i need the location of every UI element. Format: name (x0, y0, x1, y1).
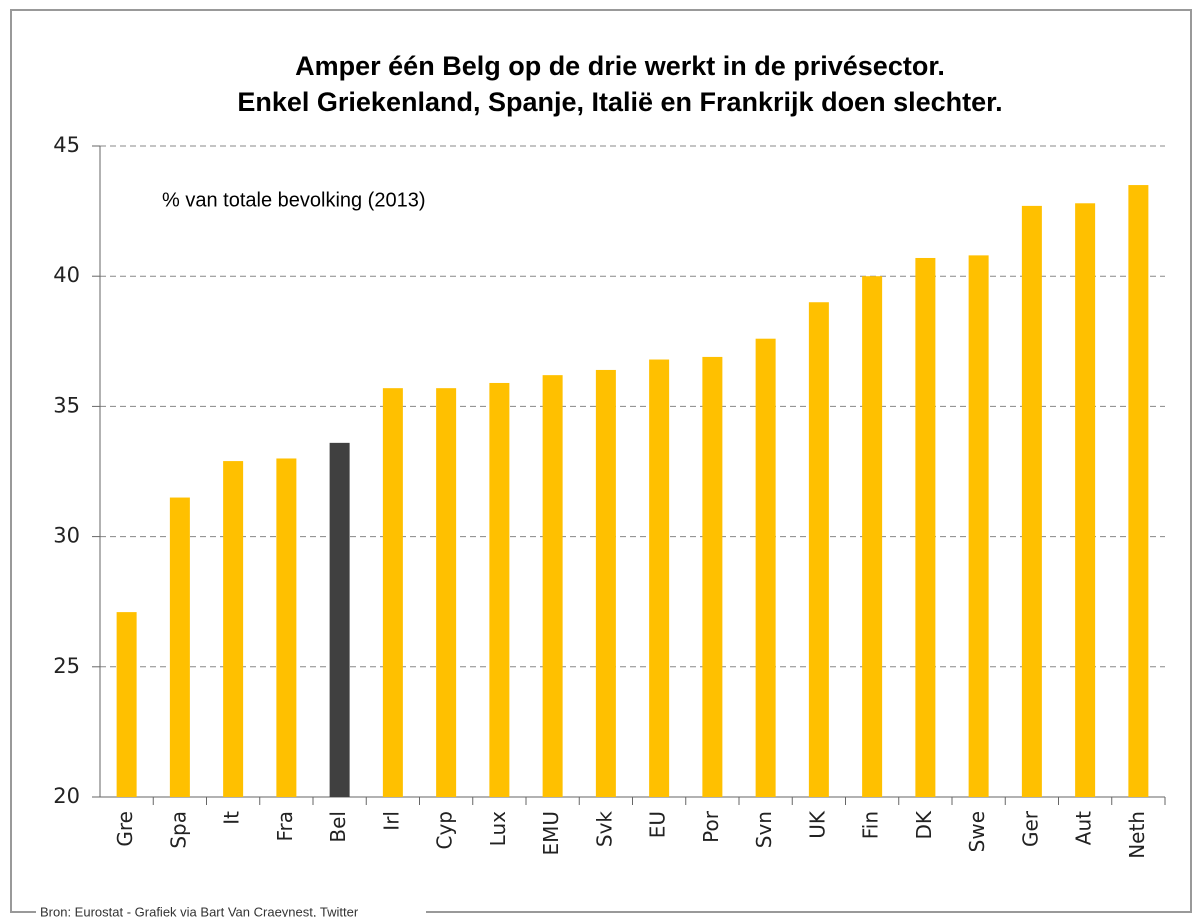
bar (1128, 185, 1149, 797)
x-tick-label: DK (912, 810, 936, 839)
bar (808, 302, 829, 797)
x-tick-label: Spa (166, 811, 190, 849)
source-bg (36, 904, 426, 917)
y-tick-label: 30 (53, 524, 80, 548)
y-tick-label: 25 (53, 654, 80, 678)
x-tick-label: Lux (486, 811, 510, 846)
x-tick-label: Swe (965, 811, 989, 852)
bar (862, 276, 883, 797)
bar (542, 375, 563, 797)
bar (489, 382, 510, 797)
bar (382, 388, 403, 797)
x-tick-label: EU (646, 811, 670, 838)
x-tick-label: UK (805, 810, 829, 839)
y-tick-label: 45 (53, 133, 80, 157)
x-tick-label: Irl (379, 811, 403, 831)
x-tick-label: Fra (273, 811, 297, 842)
y-tick-label: 35 (53, 393, 80, 417)
bar (436, 388, 457, 797)
bar (915, 257, 936, 797)
x-tick-label: Bel (326, 811, 350, 843)
y-tick-label: 40 (53, 263, 80, 287)
x-tick-label: Aut (1072, 811, 1096, 845)
bar (595, 369, 616, 797)
bar (968, 255, 989, 798)
x-tick-label: Gre (113, 811, 137, 847)
x-tick-label: It (220, 811, 244, 825)
bar (649, 359, 670, 797)
x-tick-label: EMU (539, 811, 563, 856)
annotation: % van totale bevolking (2013) (162, 189, 426, 211)
x-tick-label: Cyp (433, 811, 457, 850)
bar (116, 612, 137, 797)
chart-title: Amper één Belg op de drie werkt in de pr… (295, 51, 945, 81)
bar (276, 458, 297, 797)
x-tick-label: Por (699, 810, 723, 843)
bar (1021, 205, 1042, 798)
bar (329, 442, 350, 797)
bar (1075, 203, 1096, 798)
x-tick-label: Fin (859, 811, 883, 839)
bar (755, 338, 776, 797)
source: Bron: Eurostat - Grafiek via Bart Van Cr… (40, 904, 359, 917)
x-tick-label: Svk (592, 811, 616, 848)
y-tick-label: 20 (53, 784, 80, 808)
x-tick-label: Ger (1018, 810, 1042, 847)
bar (702, 356, 723, 797)
bar (169, 497, 190, 797)
bar (223, 461, 244, 797)
chart-title: Enkel Griekenland, Spanje, Italië en Fra… (237, 87, 1002, 117)
x-tick-label: Svn (752, 811, 776, 848)
x-tick-label: Neth (1125, 811, 1149, 859)
